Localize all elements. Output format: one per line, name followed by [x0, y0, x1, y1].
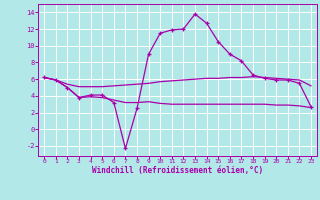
X-axis label: Windchill (Refroidissement éolien,°C): Windchill (Refroidissement éolien,°C)	[92, 166, 263, 175]
